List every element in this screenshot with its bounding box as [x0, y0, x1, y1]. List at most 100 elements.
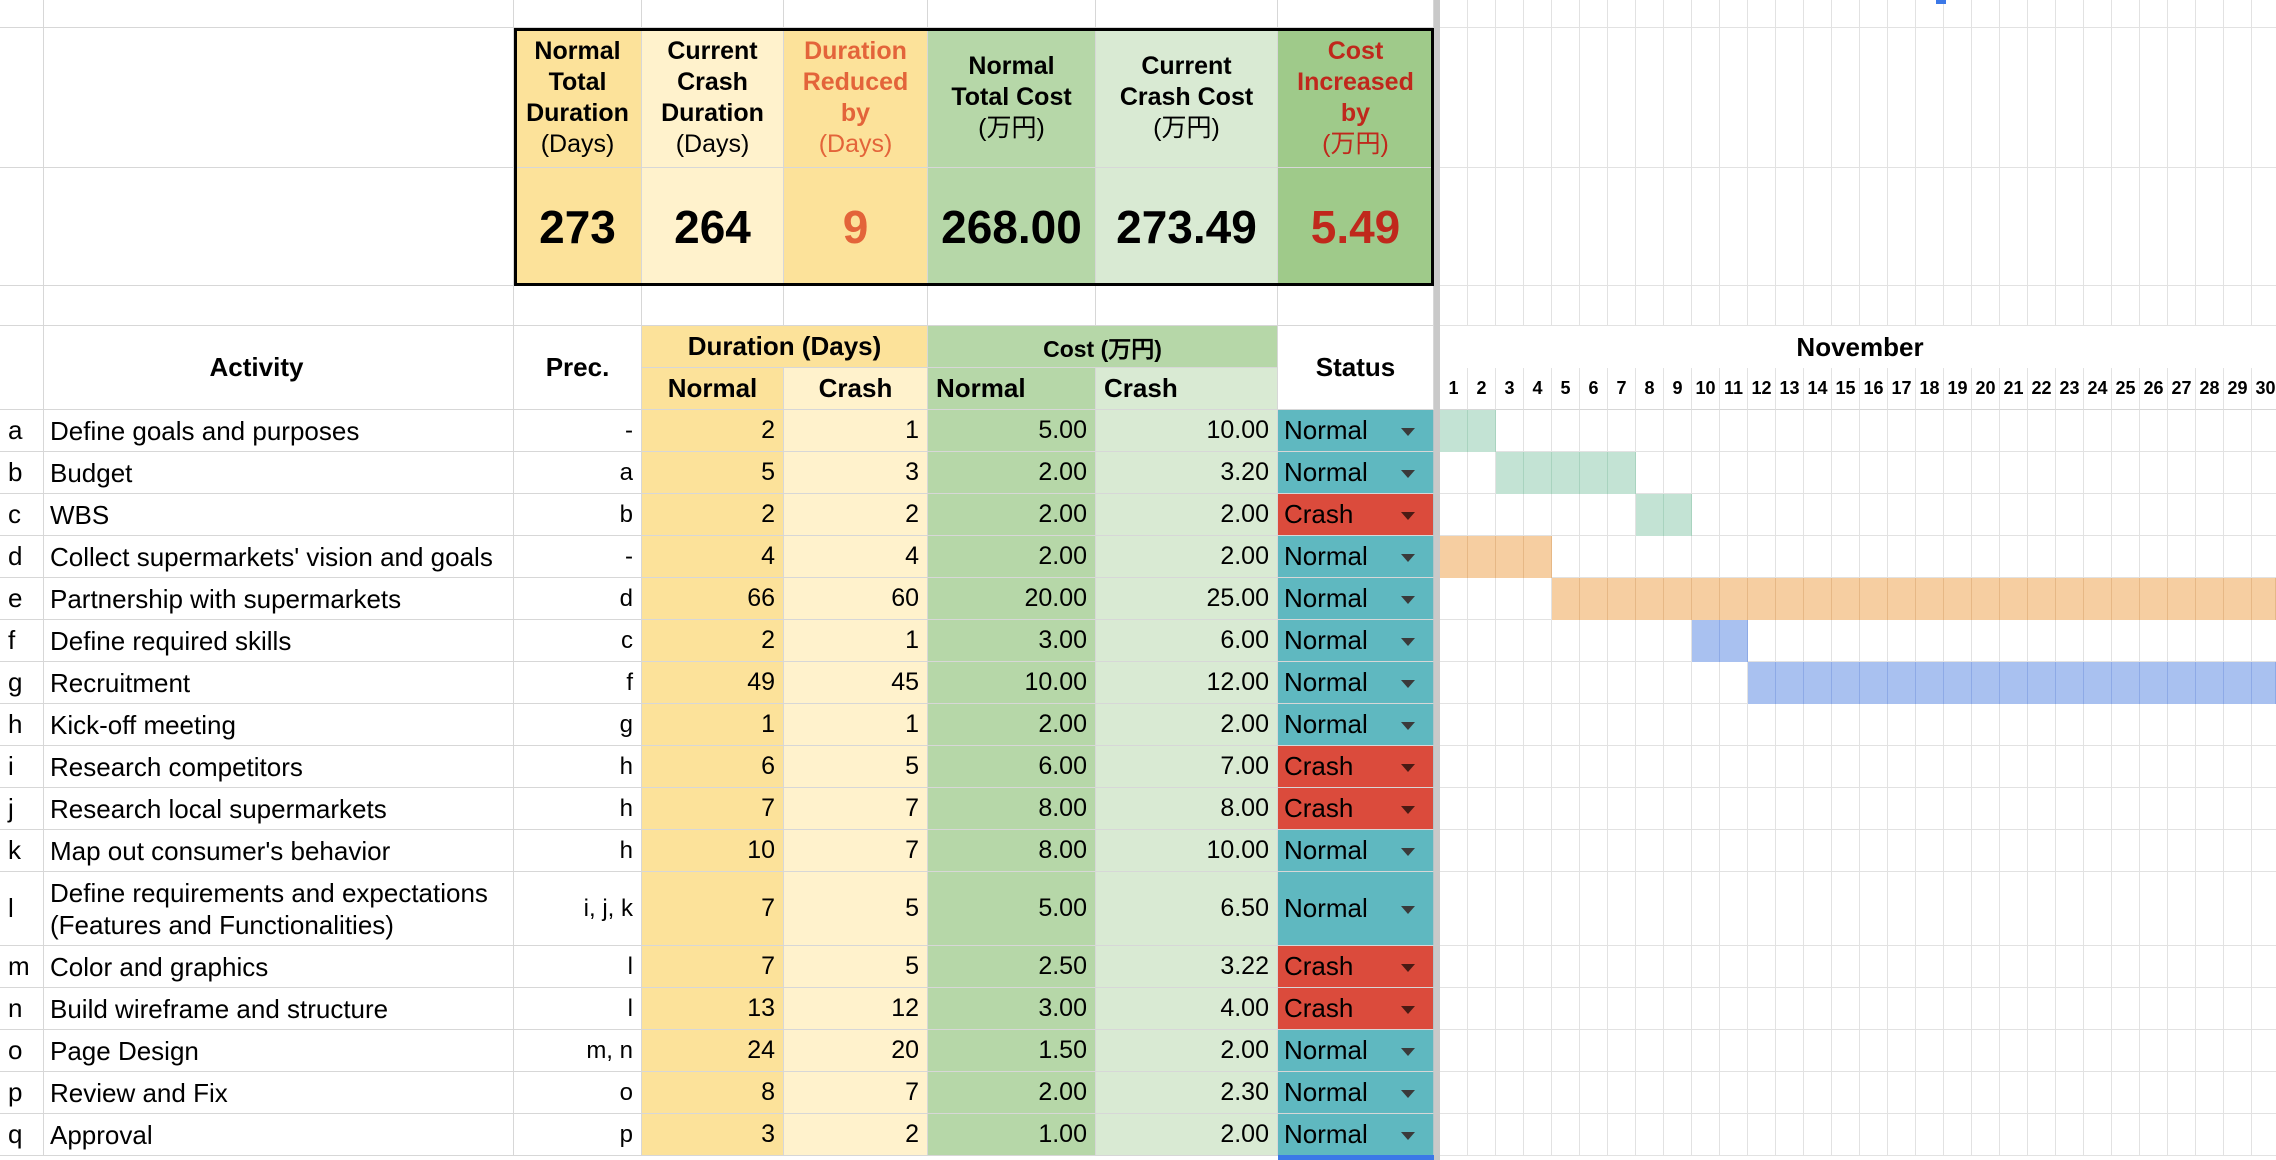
- gantt-cell[interactable]: [1440, 788, 1468, 830]
- gantt-cell[interactable]: [1748, 452, 1776, 494]
- gantt-cell[interactable]: [1944, 286, 1972, 326]
- gantt-cell[interactable]: [1888, 168, 1916, 286]
- cost-crash[interactable]: 25.00: [1096, 578, 1278, 620]
- gantt-cell[interactable]: [1720, 494, 1748, 536]
- gantt-cell[interactable]: [1972, 872, 2000, 946]
- gantt-cell[interactable]: [2196, 536, 2224, 578]
- gantt-cell[interactable]: [1804, 620, 1832, 662]
- status-dropdown[interactable]: Normal: [1278, 620, 1434, 662]
- gantt-cell[interactable]: [1692, 746, 1720, 788]
- gantt-cell[interactable]: [2252, 872, 2276, 946]
- gantt-cell[interactable]: [2028, 1072, 2056, 1114]
- gantt-cell[interactable]: [1832, 1072, 1860, 1114]
- gantt-cell[interactable]: [2140, 452, 2168, 494]
- gantt-cell[interactable]: [1580, 286, 1608, 326]
- gantt-cell[interactable]: [2224, 0, 2252, 28]
- summary-value-1[interactable]: 273: [514, 168, 642, 286]
- gantt-cell[interactable]: [2028, 620, 2056, 662]
- gantt-cell[interactable]: [2252, 988, 2276, 1030]
- dropdown-caret-icon[interactable]: [1401, 1005, 1415, 1014]
- gantt-cell[interactable]: [2000, 28, 2028, 168]
- gantt-cell[interactable]: [1916, 1030, 1944, 1072]
- activity-name[interactable]: WBS: [44, 494, 514, 536]
- duration-crash[interactable]: 7: [784, 830, 928, 872]
- cost-normal[interactable]: 5.00: [928, 410, 1096, 452]
- gantt-cell[interactable]: [1440, 662, 1468, 704]
- cost-normal[interactable]: 2.00: [928, 452, 1096, 494]
- gantt-cell[interactable]: [1524, 578, 1552, 620]
- gantt-cell[interactable]: [1916, 0, 1944, 28]
- gantt-cell[interactable]: [2056, 788, 2084, 830]
- gantt-cell[interactable]: [1748, 1114, 1776, 1156]
- gantt-cell[interactable]: [1860, 452, 1888, 494]
- status-dropdown[interactable]: Normal: [1278, 1072, 1434, 1114]
- gantt-cell[interactable]: [1832, 452, 1860, 494]
- predecessor[interactable]: b: [514, 494, 642, 536]
- gantt-cell[interactable]: [1944, 830, 1972, 872]
- empty-cell[interactable]: [0, 28, 44, 168]
- gantt-cell[interactable]: [1804, 788, 1832, 830]
- gantt-cell[interactable]: [1608, 536, 1636, 578]
- gantt-cell[interactable]: [2112, 946, 2140, 988]
- gantt-cell[interactable]: [1748, 494, 1776, 536]
- gantt-cell[interactable]: [1468, 1030, 1496, 1072]
- gantt-cell[interactable]: [1496, 494, 1524, 536]
- gantt-cell[interactable]: [2252, 536, 2276, 578]
- gantt-cell[interactable]: [1636, 1030, 1664, 1072]
- gantt-cell[interactable]: [1860, 872, 1888, 946]
- gantt-cell[interactable]: [2252, 746, 2276, 788]
- gantt-cell[interactable]: [2196, 1072, 2224, 1114]
- gantt-cell[interactable]: [1888, 1114, 1916, 1156]
- dropdown-caret-icon[interactable]: [1401, 721, 1415, 730]
- gantt-cell[interactable]: [1944, 452, 1972, 494]
- gantt-cell[interactable]: [2168, 28, 2196, 168]
- gantt-cell[interactable]: [2056, 494, 2084, 536]
- gantt-bar-segment[interactable]: [1748, 578, 1776, 620]
- status-dropdown[interactable]: Normal: [1278, 872, 1434, 946]
- gantt-bar-segment[interactable]: [1916, 578, 1944, 620]
- gantt-cell[interactable]: [1468, 788, 1496, 830]
- gantt-cell[interactable]: [1916, 286, 1944, 326]
- gantt-bar-segment[interactable]: [1692, 578, 1720, 620]
- gantt-cell[interactable]: [2140, 28, 2168, 168]
- gantt-cell[interactable]: [1524, 0, 1552, 28]
- gantt-cell[interactable]: [1860, 28, 1888, 168]
- gantt-cell[interactable]: [1832, 168, 1860, 286]
- gantt-cell[interactable]: [1608, 494, 1636, 536]
- gantt-bar-segment[interactable]: [2084, 662, 2112, 704]
- cost-normal[interactable]: 2.00: [928, 704, 1096, 746]
- gantt-bar-segment[interactable]: [1804, 578, 1832, 620]
- gantt-cell[interactable]: [1748, 28, 1776, 168]
- gantt-cell[interactable]: [2140, 830, 2168, 872]
- predecessor[interactable]: -: [514, 410, 642, 452]
- empty-cell[interactable]: [642, 0, 784, 28]
- gantt-cell[interactable]: [2224, 872, 2252, 946]
- gantt-cell[interactable]: [1524, 28, 1552, 168]
- gantt-cell[interactable]: [1468, 578, 1496, 620]
- gantt-cell[interactable]: [1888, 1072, 1916, 1114]
- gantt-cell[interactable]: [1552, 620, 1580, 662]
- gantt-cell[interactable]: [1552, 286, 1580, 326]
- gantt-cell[interactable]: [2084, 988, 2112, 1030]
- gantt-cell[interactable]: [1552, 168, 1580, 286]
- gantt-cell[interactable]: [2112, 494, 2140, 536]
- gantt-cell[interactable]: [1664, 620, 1692, 662]
- gantt-cell[interactable]: [2168, 830, 2196, 872]
- gantt-cell[interactable]: [2056, 988, 2084, 1030]
- predecessor[interactable]: a: [514, 452, 642, 494]
- gantt-cell[interactable]: [1468, 872, 1496, 946]
- gantt-cell[interactable]: [2112, 620, 2140, 662]
- gantt-cell[interactable]: [2252, 410, 2276, 452]
- duration-normal[interactable]: 7: [642, 788, 784, 830]
- predecessor[interactable]: h: [514, 788, 642, 830]
- gantt-cell[interactable]: [1524, 1114, 1552, 1156]
- status-dropdown[interactable]: Normal: [1278, 1030, 1434, 1072]
- gantt-cell[interactable]: [2168, 536, 2196, 578]
- gantt-bar-segment[interactable]: [2000, 578, 2028, 620]
- gantt-cell[interactable]: [1916, 168, 1944, 286]
- empty-cell[interactable]: [1096, 286, 1278, 326]
- gantt-cell[interactable]: [2252, 704, 2276, 746]
- gantt-bar-segment[interactable]: [1440, 410, 1468, 452]
- duration-normal[interactable]: 5: [642, 452, 784, 494]
- gantt-cell[interactable]: [2140, 536, 2168, 578]
